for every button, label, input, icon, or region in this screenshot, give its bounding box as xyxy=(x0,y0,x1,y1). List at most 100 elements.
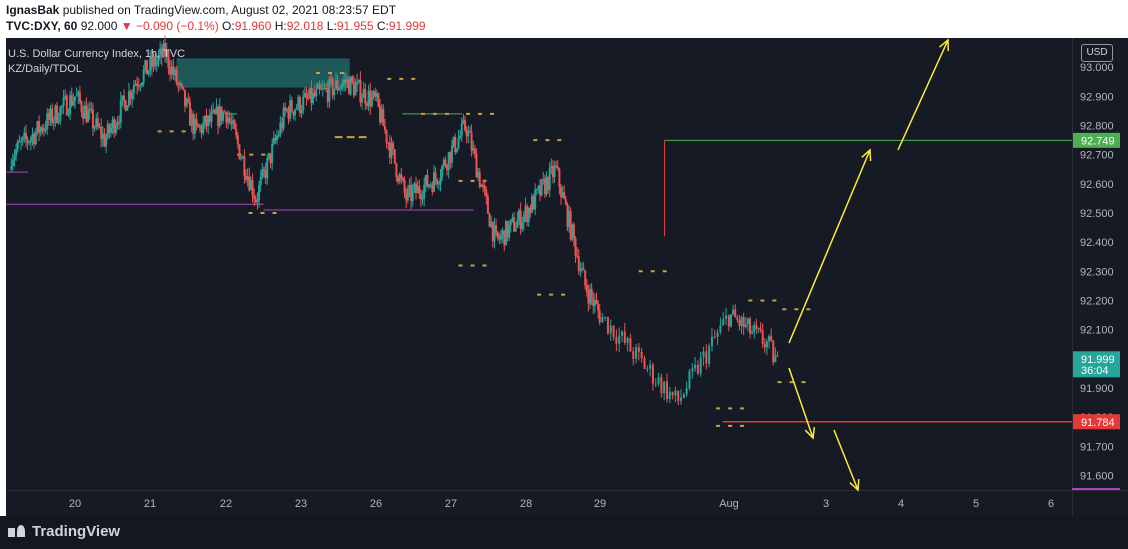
candle-body xyxy=(569,210,572,240)
candle-body xyxy=(217,106,220,127)
candle-body xyxy=(768,336,771,342)
candle-body xyxy=(245,176,247,180)
y-tick-label: 92.400 xyxy=(1080,237,1114,249)
candle-body xyxy=(455,148,458,153)
candle-body xyxy=(351,76,354,83)
candle-body xyxy=(160,48,163,58)
candle-body xyxy=(618,335,621,344)
candle-body xyxy=(708,346,711,364)
candle-body xyxy=(212,110,215,113)
candle-body xyxy=(457,138,460,149)
candle-body xyxy=(508,225,511,238)
y-tick-label: 91.600 xyxy=(1080,470,1114,482)
candle-body xyxy=(208,115,211,122)
candle-body xyxy=(264,170,267,179)
candle-body xyxy=(267,153,270,159)
candle-body xyxy=(175,69,178,84)
time-axis[interactable] xyxy=(6,490,1072,517)
candle-body xyxy=(83,105,86,119)
candle-body xyxy=(442,159,445,166)
candle-body xyxy=(103,133,106,147)
projection-arrow xyxy=(788,367,814,439)
currency-button[interactable]: USD xyxy=(1081,44,1113,62)
candle-body xyxy=(85,105,88,123)
candle-body xyxy=(183,89,186,107)
candle-body xyxy=(563,192,566,200)
open-value: 91.960 xyxy=(234,19,272,33)
candle-body xyxy=(593,300,596,306)
candle-body xyxy=(385,129,388,143)
candle-body xyxy=(688,370,691,389)
candle-body xyxy=(197,124,200,128)
candle-body xyxy=(127,91,130,106)
candle-body xyxy=(139,85,142,87)
candle-body xyxy=(475,153,478,178)
candle-body xyxy=(346,79,349,83)
candle-body xyxy=(105,138,108,147)
y-tick-label: 91.900 xyxy=(1080,383,1114,395)
candle-body xyxy=(454,136,457,153)
level-price-label xyxy=(1073,132,1120,148)
candle-body xyxy=(174,69,177,76)
candle-body xyxy=(123,95,126,101)
candle-body xyxy=(259,177,262,186)
x-tick-label: 26 xyxy=(370,498,382,510)
candle-body xyxy=(18,141,21,143)
candle-body xyxy=(572,224,575,239)
tradingview-logo-icon xyxy=(8,524,26,539)
candle-body xyxy=(410,184,413,202)
candle-body xyxy=(629,337,632,352)
candle-body xyxy=(157,55,160,61)
candle-body xyxy=(390,142,393,158)
candle-body xyxy=(141,82,144,86)
candle-body xyxy=(439,177,442,184)
x-tick-label: 5 xyxy=(973,498,979,510)
candle-body xyxy=(468,131,471,133)
candle-body xyxy=(530,196,533,213)
candle-body xyxy=(365,103,368,106)
candle-body xyxy=(72,100,75,106)
candle-body xyxy=(725,315,728,319)
candle-body xyxy=(556,166,559,169)
candle-body xyxy=(367,90,370,106)
candle-body xyxy=(56,105,59,123)
open-label: O: xyxy=(222,19,235,33)
candle-body xyxy=(482,184,485,186)
candle-body xyxy=(69,95,72,114)
chart-pane[interactable] xyxy=(6,38,1072,490)
candle-body xyxy=(256,199,259,203)
candle-body xyxy=(465,129,468,137)
candle-body xyxy=(498,237,501,240)
candle-body xyxy=(446,165,449,171)
level-price-text: 92.749 xyxy=(1081,135,1115,147)
candle-body xyxy=(167,51,170,68)
candle-body xyxy=(452,136,455,146)
tradingview-logo[interactable]: TradingView xyxy=(8,523,120,540)
candle-body xyxy=(485,189,488,197)
candle-body xyxy=(31,133,34,139)
candle-body xyxy=(542,179,545,181)
candle-body xyxy=(649,364,652,369)
candle-body xyxy=(592,297,595,306)
candle-body xyxy=(514,227,517,232)
candle-body xyxy=(753,324,756,332)
author-name[interactable]: IgnasBak xyxy=(6,3,60,17)
candle-body xyxy=(694,364,697,369)
candle-body xyxy=(732,309,735,315)
candle-body xyxy=(187,98,190,102)
indicator-label[interactable]: KZ/Daily/TDOL xyxy=(8,63,82,75)
candle-body xyxy=(231,120,234,124)
candle-body xyxy=(238,144,241,159)
candle-body xyxy=(413,183,416,189)
candle-body xyxy=(198,125,201,128)
candle-body xyxy=(765,341,768,348)
candle-body xyxy=(225,112,228,123)
candle-body xyxy=(526,205,529,222)
candle-body xyxy=(776,355,779,357)
candle-body xyxy=(344,79,347,83)
candle-body xyxy=(473,148,476,154)
projection-arrow xyxy=(788,149,871,344)
candle-body xyxy=(343,79,346,84)
candle-body xyxy=(470,132,473,151)
candle-body xyxy=(576,255,579,257)
